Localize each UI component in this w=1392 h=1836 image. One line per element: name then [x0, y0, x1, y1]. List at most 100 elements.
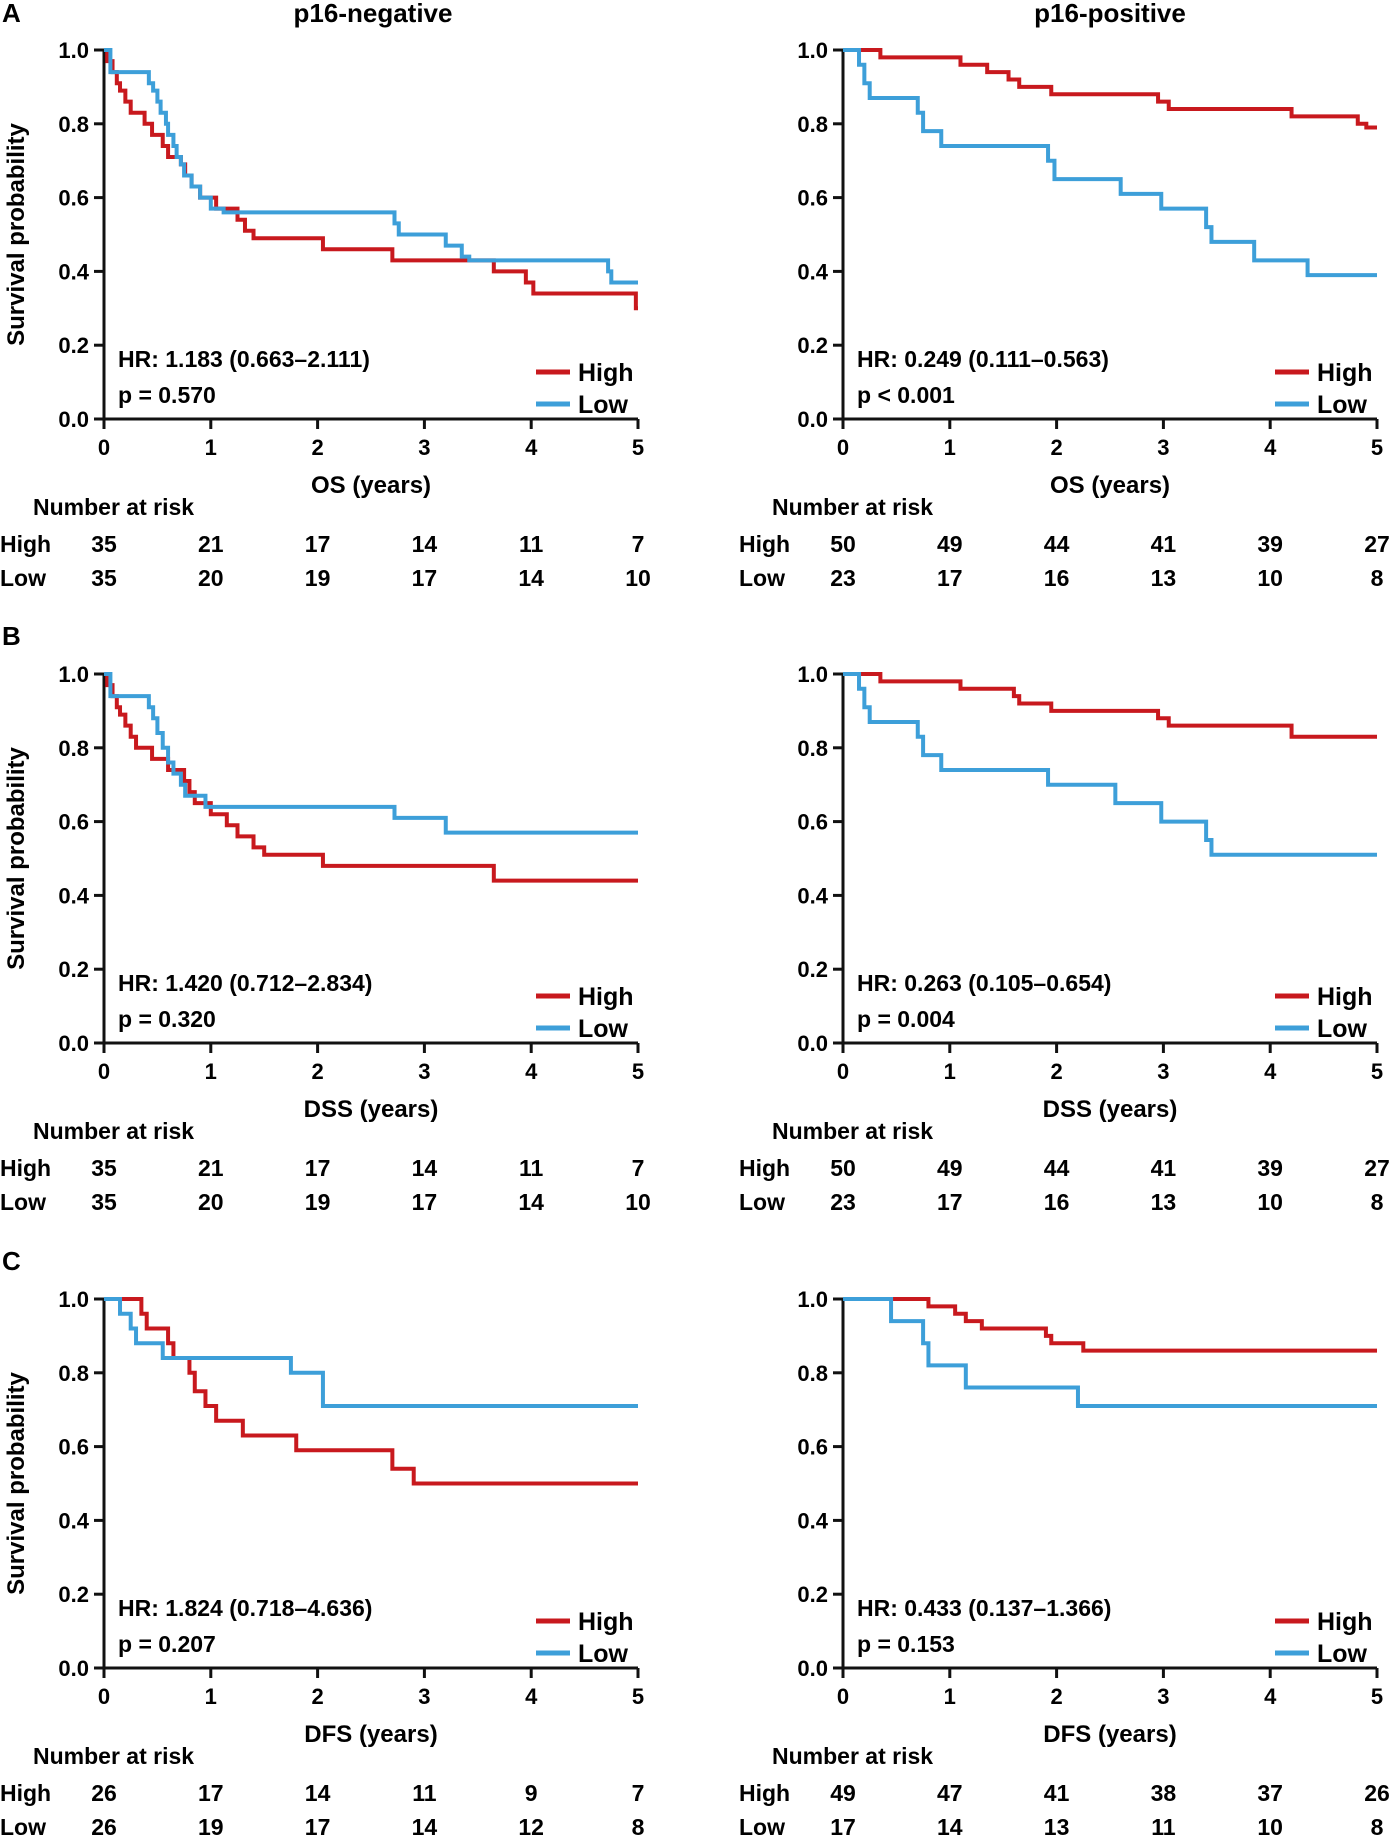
risk-table-title: Number at risk: [33, 494, 194, 520]
risk-row-label-high: High: [0, 531, 51, 557]
risk-table-cell: 14: [518, 1189, 544, 1215]
hazard-ratio-annotation: HR: 1.183 (0.663–2.111): [118, 346, 370, 372]
risk-table-cell: 9: [525, 1780, 538, 1806]
x-tick-label: 2: [311, 1059, 323, 1084]
risk-table-cell: 44: [1044, 531, 1070, 557]
risk-table-cell: 50: [830, 1155, 856, 1181]
risk-table-cell: 39: [1257, 531, 1283, 557]
risk-table-cell: 7: [632, 531, 645, 557]
risk-table-cell: 10: [1257, 1189, 1283, 1215]
y-tick-label: 0.4: [797, 1508, 828, 1533]
risk-table-cell: 49: [830, 1780, 856, 1806]
risk-table-cell: 44: [1044, 1155, 1070, 1181]
risk-row-label-low: Low: [0, 1814, 46, 1836]
y-tick-label: 0.0: [797, 1656, 828, 1681]
x-tick-label: 0: [98, 1684, 110, 1709]
risk-table-cell: 50: [830, 531, 856, 557]
risk-table-cell: 19: [305, 565, 331, 591]
hazard-ratio-annotation: HR: 0.263 (0.105–0.654): [857, 970, 1111, 996]
risk-table-cell: 21: [198, 1155, 224, 1181]
risk-table-cell: 35: [91, 1155, 117, 1181]
risk-table-cell: 14: [305, 1780, 331, 1806]
x-tick-label: 1: [205, 1684, 217, 1709]
risk-table-cell: 14: [412, 1814, 438, 1836]
y-tick-label: 0.2: [797, 1582, 828, 1607]
x-tick-label: 3: [1157, 1059, 1169, 1084]
risk-table-cell: 12: [518, 1814, 544, 1836]
y-tick-label: 0.6: [797, 186, 828, 211]
y-tick-label: 0.8: [58, 1361, 89, 1386]
y-tick-label: 0.4: [58, 1508, 89, 1533]
survival-curve-high: [843, 672, 1377, 739]
y-tick-label: 0.0: [797, 1031, 828, 1056]
x-tick-label: 1: [944, 1684, 956, 1709]
legend-label-low: Low: [578, 1015, 629, 1043]
risk-table-cell: 35: [91, 1189, 117, 1215]
panel-b-left: 0.0 0.2 0.4 0.6 0.8 1.0 0 1 2 3 4 5 DSS (years) Survi…: [0, 662, 651, 1215]
hazard-ratio-annotation: HR: 1.824 (0.718–4.636): [118, 1595, 372, 1621]
survival-curve-low: [843, 48, 1377, 278]
risk-table-cell: 27: [1364, 1155, 1390, 1181]
x-tick-label: 0: [837, 435, 849, 460]
legend-label-low: Low: [578, 391, 629, 419]
y-tick-label: 0.2: [58, 957, 89, 982]
y-axis-label: Survival probability: [3, 746, 30, 969]
survival-curve-low: [843, 672, 1377, 857]
risk-table-title: Number at risk: [33, 1743, 194, 1769]
y-tick-label: 0.0: [797, 407, 828, 432]
risk-table-cell: 17: [198, 1780, 224, 1806]
x-tick-label: 0: [837, 1684, 849, 1709]
x-tick-label: 4: [525, 1059, 538, 1084]
risk-table-cell: 19: [198, 1814, 224, 1836]
risk-table-title: Number at risk: [772, 1743, 933, 1769]
panel-c-right: 0.0 0.2 0.4 0.6 0.8 1.0 0 1 2 3 4 5 DFS (years) HR: 0…: [739, 1287, 1390, 1836]
risk-table-cell: 17: [412, 565, 438, 591]
risk-table-cell: 16: [1044, 1189, 1070, 1215]
risk-table-cell: 7: [632, 1155, 645, 1181]
p-value-annotation: p = 0.004: [857, 1006, 955, 1032]
y-tick-label: 1.0: [797, 1287, 828, 1312]
legend-label-high: High: [1317, 359, 1373, 387]
risk-table-cell: 8: [1371, 565, 1384, 591]
risk-row-label-high: High: [0, 1155, 51, 1181]
survival-curve-high: [104, 1297, 638, 1486]
risk-table-cell: 21: [198, 531, 224, 557]
column-title-p16-positive: p16-positive: [1034, 0, 1186, 28]
risk-row-label-low: Low: [0, 1189, 46, 1215]
risk-table-title: Number at risk: [772, 1118, 933, 1144]
y-axis-label: Survival probability: [3, 122, 30, 345]
x-tick-label: 1: [944, 1059, 956, 1084]
risk-table-cell: 8: [1371, 1814, 1384, 1836]
y-tick-label: 0.8: [58, 112, 89, 137]
x-tick-label: 3: [1157, 435, 1169, 460]
x-axis-label: DSS (years): [1043, 1096, 1178, 1123]
risk-table-cell: 26: [91, 1780, 117, 1806]
x-tick-label: 5: [1371, 1059, 1383, 1084]
x-tick-label: 5: [1371, 1684, 1383, 1709]
y-tick-label: 0.8: [58, 736, 89, 761]
legend-label-high: High: [578, 1608, 634, 1636]
risk-table-cell: 10: [625, 1189, 651, 1215]
legend-label-high: High: [578, 983, 634, 1011]
x-tick-label: 2: [1050, 1684, 1062, 1709]
x-tick-label: 4: [525, 1684, 538, 1709]
x-tick-label: 3: [418, 435, 430, 460]
legend-label-low: Low: [578, 1640, 629, 1668]
risk-table-title: Number at risk: [772, 494, 933, 520]
risk-table-cell: 10: [1257, 1814, 1283, 1836]
x-axis-label: DFS (years): [304, 1721, 437, 1748]
y-tick-label: 1.0: [58, 1287, 89, 1312]
row-label-a: A: [2, 0, 21, 28]
risk-table-cell: 41: [1151, 1155, 1177, 1181]
risk-table-cell: 7: [632, 1780, 645, 1806]
risk-table-cell: 10: [1257, 565, 1283, 591]
survival-curve-high: [843, 1297, 1377, 1353]
p-value-annotation: p = 0.153: [857, 1631, 955, 1657]
risk-table-cell: 14: [518, 565, 544, 591]
x-tick-label: 1: [205, 1059, 217, 1084]
x-tick-label: 2: [311, 1684, 323, 1709]
y-tick-label: 0.6: [58, 186, 89, 211]
x-tick-label: 4: [1264, 435, 1277, 460]
x-tick-label: 1: [205, 435, 217, 460]
risk-row-label-high: High: [739, 531, 790, 557]
